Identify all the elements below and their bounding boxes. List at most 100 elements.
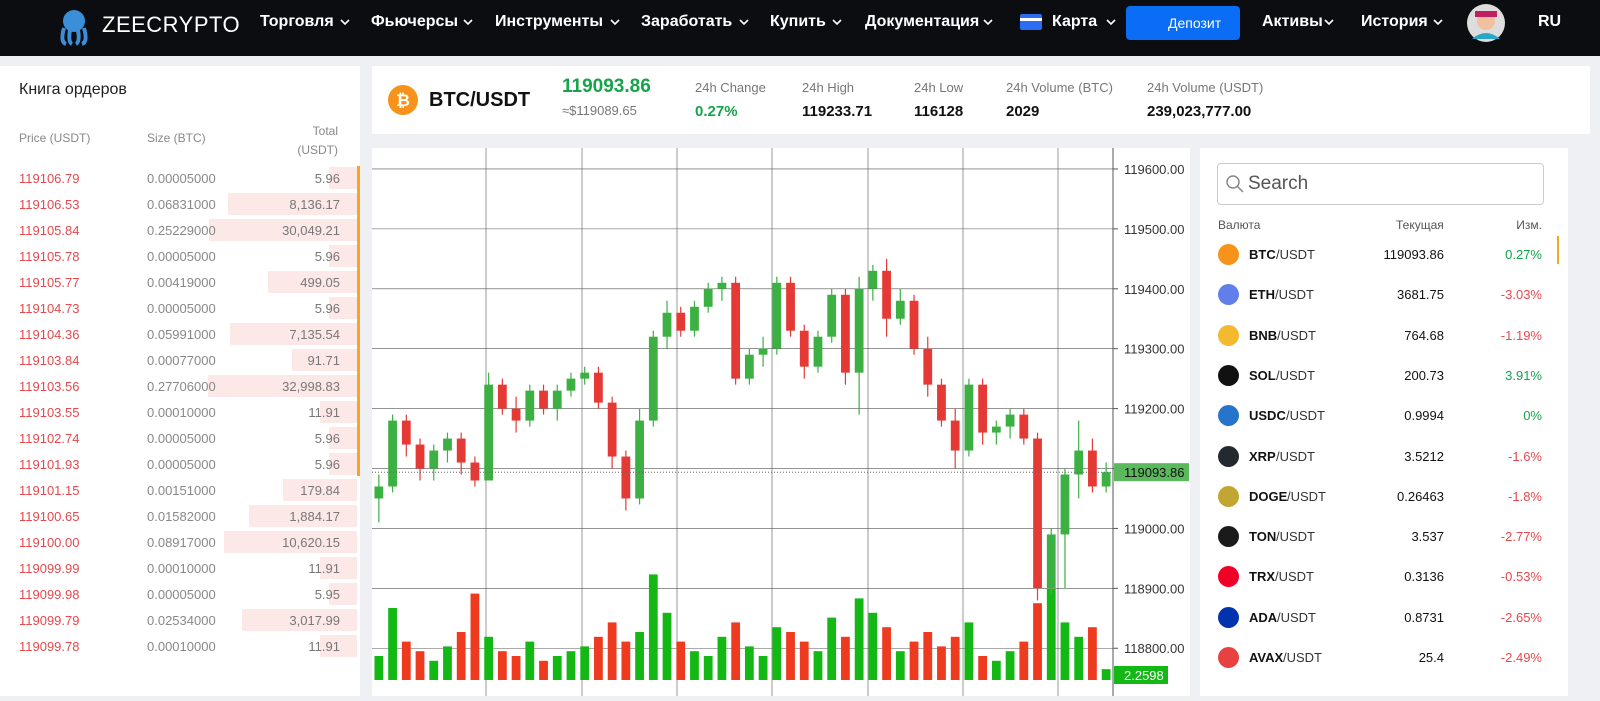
coin-base[interactable]: USDC [1249,408,1286,424]
ask-size: 0.01582000 [147,509,216,524]
coin-base[interactable]: ADA [1249,609,1278,625]
volume-bar [552,656,562,680]
candle-body [813,336,823,367]
volume-bar [772,627,782,680]
coin-change: -1.8% [1508,488,1542,504]
candle-body [744,354,754,379]
stat-value: 239,023,777.00 [1147,103,1252,120]
candle-body [854,288,864,373]
coin-base[interactable]: DOGE [1249,488,1288,504]
coin-change: 0% [1523,408,1542,424]
search-placeholder[interactable]: Search [1248,173,1309,194]
coin-icon [1218,526,1239,548]
candle-body [415,444,425,469]
header-price: Price (USDT) [19,131,91,145]
coin-quote[interactable]: /USDT [1276,529,1315,545]
coin-price: 3.5212 [1404,448,1444,464]
avatar[interactable] [1466,3,1506,43]
stat-value: 116128 [914,103,964,120]
coin-icon [1218,606,1239,628]
coin-quote[interactable]: /USDT [1286,408,1325,424]
depth-bar [329,297,357,319]
nav-item[interactable]: Инструменты [495,13,604,30]
nav-item[interactable]: Купить [770,13,826,30]
volume-bar [374,656,384,680]
coin-quote[interactable]: /USDT [1276,247,1315,262]
scrollbar [357,166,360,476]
candle-body [772,282,782,349]
candle-body [484,384,494,481]
coin-quote[interactable]: /USDT [1277,327,1316,343]
candle-body [937,384,946,421]
coin-quote[interactable]: /USDT [1275,569,1314,585]
coin-quote[interactable]: /USDT [1276,367,1315,383]
coin-base[interactable]: ETH [1249,287,1275,303]
btc-icon: ₿ [388,85,418,115]
coin-price: 0.26463 [1397,488,1444,504]
ask-size: 0.08917000 [147,535,216,550]
search-box[interactable] [1217,163,1544,205]
nav-item[interactable]: Активы [1262,13,1323,30]
ask-price: 119100.00 [19,535,80,550]
nav-item[interactable]: История [1361,13,1428,30]
y-tick-label: 118800.00 [1124,641,1185,656]
depth-bar [248,505,357,527]
coin-base[interactable]: BTC [1249,247,1276,262]
ask-size: 0.25229000 [147,223,216,238]
volume-tag-label: 2.2598 [1124,668,1164,683]
volume-bar [1019,641,1029,680]
candle-body [511,408,521,421]
ask-total: 11.91 [308,639,340,654]
coin-quote[interactable]: /USDT [1275,287,1314,303]
depth-bar [282,479,357,501]
coin-base[interactable]: TON [1249,529,1277,545]
ask-size: 0.00005000 [147,431,216,446]
deposit-label[interactable]: Депозит [1168,15,1222,31]
volume-bar [443,646,452,680]
volume-bar [895,651,905,680]
language[interactable]: RU [1538,13,1562,30]
stat-value: 0.27% [695,103,738,120]
ask-size: 0.00010000 [147,639,216,654]
volume-bar [1060,622,1070,680]
coin-quote[interactable]: /USDT [1277,609,1316,625]
coin-change: -1.19% [1500,327,1542,343]
depth-bar [329,427,357,449]
coin-quote[interactable]: /USDT [1276,448,1315,464]
y-tick-label: 119300.00 [1124,342,1185,357]
ask-total: 5.95 [314,587,340,602]
coin-base[interactable]: TRX [1249,569,1275,585]
volume-bar [566,651,576,680]
ask-price: 119101.93 [19,457,80,472]
deposit-button[interactable] [1126,6,1240,40]
chevron [1433,19,1443,26]
coin-quote[interactable]: /USDT [1287,488,1326,504]
coin-base[interactable]: SOL [1249,367,1276,383]
market-panel: Search Валюта Текущая Изм. BTC/USDT 119093.8… [1200,148,1568,696]
coin-base[interactable]: BNB [1249,327,1278,343]
depth-bar [329,583,357,605]
stat-label: 24h Volume (BTC) [1006,80,1113,95]
candle-body [1046,534,1056,589]
ask-price: 119103.56 [19,379,80,394]
volume-bar [525,641,535,680]
coin-base[interactable]: XRP [1249,448,1276,464]
ask-total: 5.96 [314,431,340,446]
coin-price: 764.68 [1404,327,1444,343]
volume-bar [882,627,891,680]
volume-bar [731,622,741,680]
nav-item[interactable]: Документация [865,13,980,30]
nav-item[interactable]: Торговля [260,13,334,30]
coin-icon [1218,485,1239,507]
coin-base[interactable]: AVAX [1249,650,1284,665]
volume-bar [621,641,631,680]
coin-price: 0.8731 [1404,609,1444,625]
coin-quote[interactable]: /USDT [1283,650,1322,665]
volume-bar [923,632,933,680]
nav-item[interactable]: Фьючерсы [371,13,459,30]
col-change: Изм. [1516,218,1542,232]
col-price: Текущая [1396,218,1444,232]
nav-item[interactable]: Карта [1052,13,1098,30]
nav-item[interactable]: Заработать [641,13,733,30]
card-icon [1020,14,1042,30]
